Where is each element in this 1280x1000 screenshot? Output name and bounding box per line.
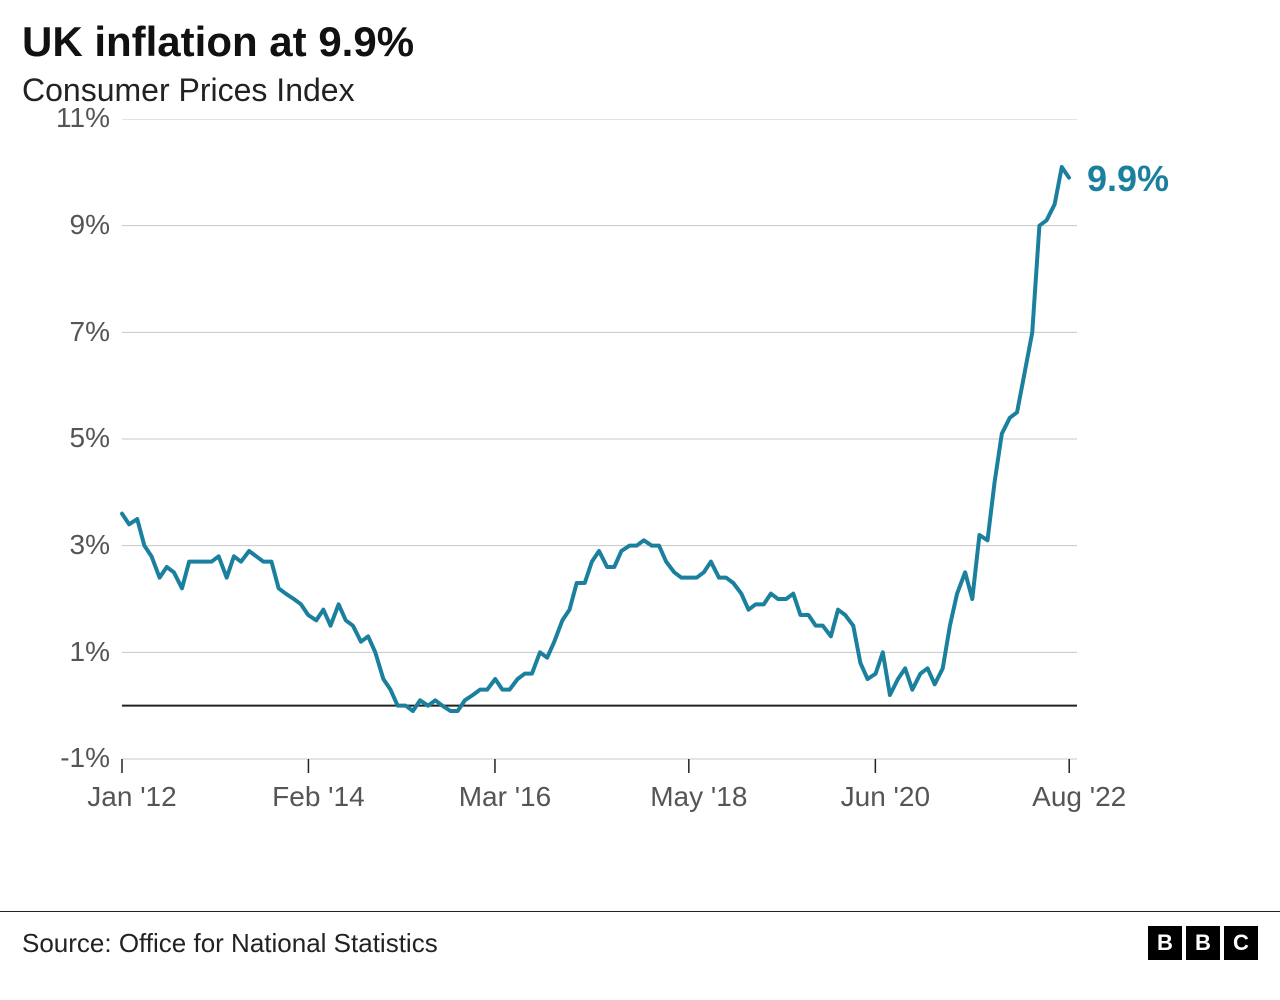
x-tick-label: Mar '16 bbox=[435, 781, 575, 813]
chart-card: UK inflation at 9.9% Consumer Prices Ind… bbox=[0, 0, 1280, 1000]
bbc-logo-block: B bbox=[1186, 926, 1220, 960]
x-tick-label: Jun '20 bbox=[815, 781, 955, 813]
bbc-logo-block: B bbox=[1148, 926, 1182, 960]
x-tick-label: Feb '14 bbox=[248, 781, 388, 813]
y-tick-label: -1% bbox=[60, 742, 110, 774]
line-chart-svg bbox=[22, 119, 1222, 839]
y-tick-label: 9% bbox=[70, 209, 110, 241]
y-tick-label: 3% bbox=[70, 529, 110, 561]
x-tick-label: Jan '12 bbox=[62, 781, 202, 813]
y-tick-label: 11% bbox=[56, 102, 110, 134]
y-tick-label: 5% bbox=[70, 422, 110, 454]
bbc-logo: BBC bbox=[1148, 926, 1258, 960]
y-tick-label: 1% bbox=[70, 636, 110, 668]
y-tick-label: 7% bbox=[70, 316, 110, 348]
chart-subtitle: Consumer Prices Index bbox=[22, 72, 1258, 109]
x-tick-label: May '18 bbox=[629, 781, 769, 813]
bbc-logo-block: C bbox=[1224, 926, 1258, 960]
chart-footer: Source: Office for National Statistics B… bbox=[0, 911, 1280, 960]
chart-title: UK inflation at 9.9% bbox=[22, 18, 1258, 66]
series-end-label: 9.9% bbox=[1087, 158, 1169, 200]
x-tick-label: Aug '22 bbox=[1009, 781, 1149, 813]
source-attribution: Source: Office for National Statistics bbox=[22, 928, 438, 959]
chart-plot-area: 9.9% -1%1%3%5%7%9%11% Jan '12Feb '14Mar … bbox=[22, 119, 1222, 839]
